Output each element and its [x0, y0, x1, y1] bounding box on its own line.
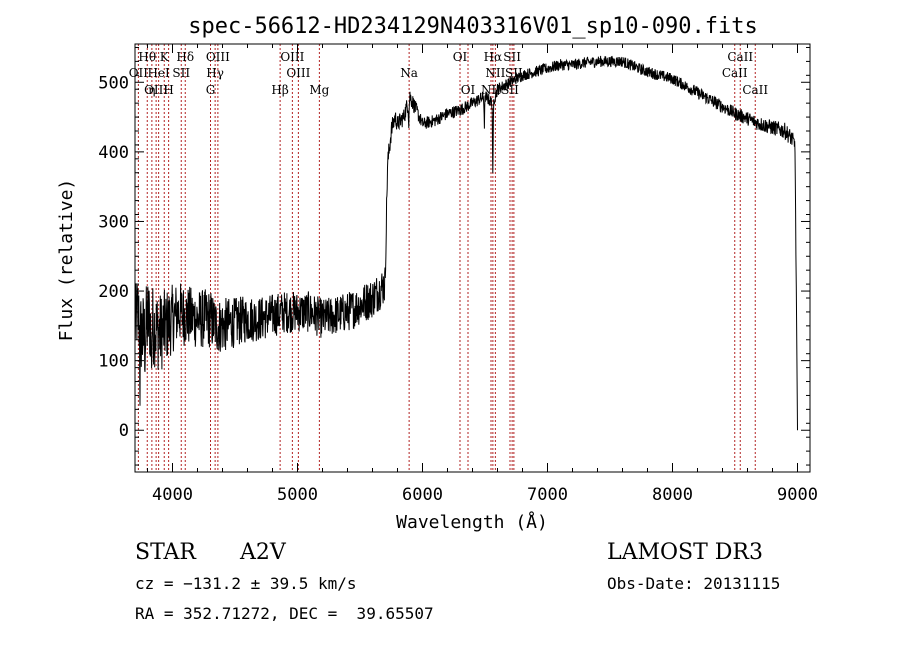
obs-date: Obs-Date: 20131115: [607, 574, 781, 593]
spectral-line-label: SII: [172, 66, 190, 80]
spectral-line-label: CaII: [727, 50, 753, 64]
spectral-line-label: Na: [400, 66, 418, 80]
spectral-line-label: Hγ: [206, 66, 224, 80]
spectral-line-label: SII: [503, 50, 521, 64]
y-tick-label: 400: [98, 143, 129, 163]
spectral-line-labels: Hθ OII OIII K HeI η SII H Hδ OIII Hγ G OIII OIII Hβ Mg N…: [129, 50, 769, 97]
spectral-line-label: G: [206, 83, 216, 97]
spectral-line-label: Hθ: [138, 50, 156, 64]
chart-title: spec-56612-HD234129N403316V01_sp10-090.f…: [188, 14, 758, 39]
spectral-line-label: Hδ: [176, 50, 194, 64]
x-tick-label: 5000: [277, 485, 318, 505]
spectral-line-label: OI: [453, 50, 468, 64]
spectral-line-label: OIII: [286, 66, 310, 80]
spectral-line-label: CaII: [742, 83, 768, 97]
spectral-line-label: H: [163, 83, 173, 97]
spectral-line-label: Hβ: [271, 83, 288, 97]
spectral-line-label: OII: [129, 66, 149, 80]
plot-frame: [134, 43, 811, 473]
spectral-line-label: CaII: [722, 66, 748, 80]
y-tick-label: 0: [119, 421, 129, 441]
spectrum-series-line: [134, 55, 798, 431]
spectral-line-label: OI: [461, 83, 476, 97]
object-subclass: A2V: [240, 540, 286, 565]
spectral-line-label: OIII: [144, 83, 168, 97]
y-axis-label: Flux (relative): [56, 179, 77, 342]
x-axis-label: Wavelength (Å): [396, 511, 548, 533]
x-tick-label: 9000: [777, 485, 818, 505]
x-tick-label: 4000: [152, 485, 193, 505]
coordinates: RA = 352.71272, DEC = 39.65507: [135, 604, 434, 623]
y-axis-ticks: 0 100 200 300 400 500: [98, 46, 810, 466]
spectral-line-label: HeI: [147, 66, 170, 80]
spectral-line-label: NII: [485, 66, 505, 80]
spectral-line-label: Hα: [484, 50, 503, 64]
y-tick-label: 100: [98, 352, 129, 372]
y-tick-label: 500: [98, 73, 129, 93]
object-class: STAR: [135, 540, 196, 565]
spectral-line-label: OIII: [206, 50, 230, 64]
spectral-line-markers: [137, 44, 756, 472]
survey-name: LAMOST DR3: [607, 540, 763, 565]
cz-value: cz = −131.2 ± 39.5 km/s: [135, 574, 357, 593]
x-tick-label: 7000: [527, 485, 568, 505]
x-axis-ticks: 4000 5000 6000 7000 8000 9000: [147, 44, 818, 505]
spectral-line-label: Mg: [309, 83, 329, 97]
spectral-line-label: K: [160, 50, 170, 64]
spectral-line-label: η: [148, 83, 155, 97]
x-tick-label: 6000: [402, 485, 443, 505]
x-tick-label: 8000: [652, 485, 693, 505]
spectral-line-label: OIII: [280, 50, 304, 64]
y-tick-label: 300: [98, 212, 129, 232]
y-tick-label: 200: [98, 282, 129, 302]
